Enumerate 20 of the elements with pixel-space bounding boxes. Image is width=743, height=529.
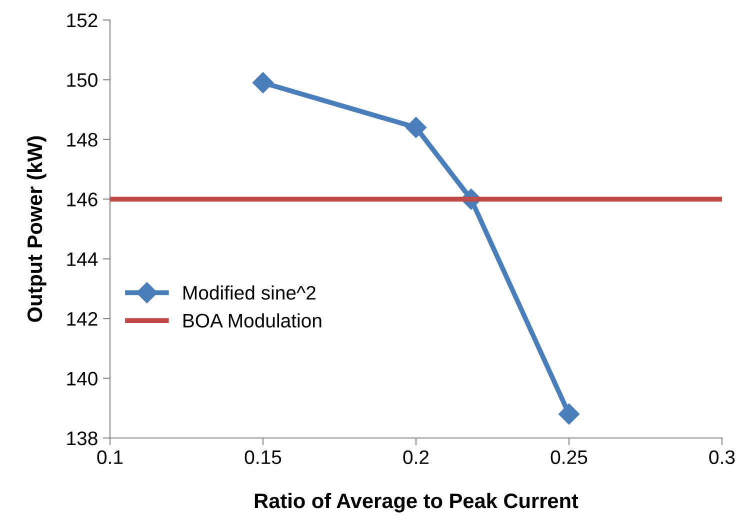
y-tick-label: 148 <box>67 132 98 147</box>
y-tick-label: 144 <box>67 252 98 266</box>
x-tick-label: 0.1 <box>97 450 123 464</box>
y-tick-label: 138 <box>67 431 98 446</box>
legend-label: BOA Modulation <box>184 313 322 328</box>
point <box>558 404 580 425</box>
y-tick-label: 140 <box>67 372 98 386</box>
y-tick-label: 150 <box>67 73 98 87</box>
x-axis-title: Ratio of Average to Peak Current <box>254 492 578 512</box>
point <box>252 72 274 94</box>
x-tick-label: 0.3 <box>709 450 735 464</box>
point <box>405 116 427 138</box>
y-axis-title: Output Power (kW) <box>26 136 46 322</box>
y-tick-label: 146 <box>67 192 98 206</box>
y-tick-label: 142 <box>67 312 98 326</box>
y-tick-label: 152 <box>67 13 98 28</box>
legend-label: Modified sine^2 <box>184 285 316 300</box>
x-tick-label: 0.25 <box>550 450 588 464</box>
x-tick-label: 0.15 <box>244 450 282 464</box>
x-tick-label: 0.2 <box>403 450 429 464</box>
